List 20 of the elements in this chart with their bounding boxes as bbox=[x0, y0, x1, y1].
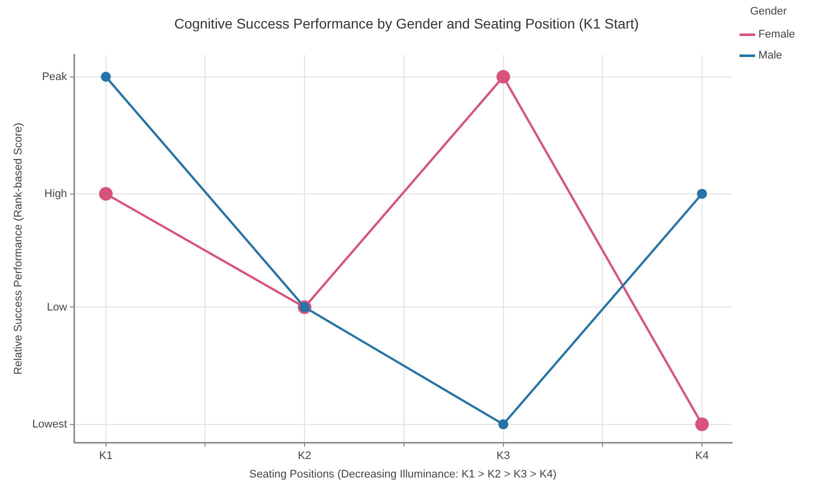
x-tick-label: K4 bbox=[695, 450, 709, 462]
y-axis-title: Relative Success Performance (Rank-based Score) bbox=[12, 122, 25, 375]
point bbox=[100, 72, 111, 82]
x-tick-label: K3 bbox=[496, 450, 510, 462]
point bbox=[695, 418, 709, 432]
x-axis-title: Seating Positions (Decreasing Illuminance: K1 > K2 > K3 > K4) bbox=[249, 468, 557, 480]
x-tick-label: K1 bbox=[99, 450, 113, 462]
chart-title: Cognitive Success Performance by Gender and Seating Position (K1 Start) bbox=[174, 15, 639, 32]
text: High bbox=[44, 188, 68, 200]
text: Lowest bbox=[32, 418, 68, 430]
point bbox=[496, 70, 510, 84]
point bbox=[498, 419, 508, 430]
point bbox=[697, 188, 708, 199]
legend-label: Female bbox=[758, 28, 796, 41]
x-tick-label: K2 bbox=[298, 450, 312, 462]
text: Low bbox=[46, 301, 68, 314]
point bbox=[99, 187, 113, 201]
legend-title: Gender bbox=[750, 6, 788, 18]
text: Peak bbox=[42, 70, 68, 83]
legend-label: Male bbox=[758, 50, 782, 62]
